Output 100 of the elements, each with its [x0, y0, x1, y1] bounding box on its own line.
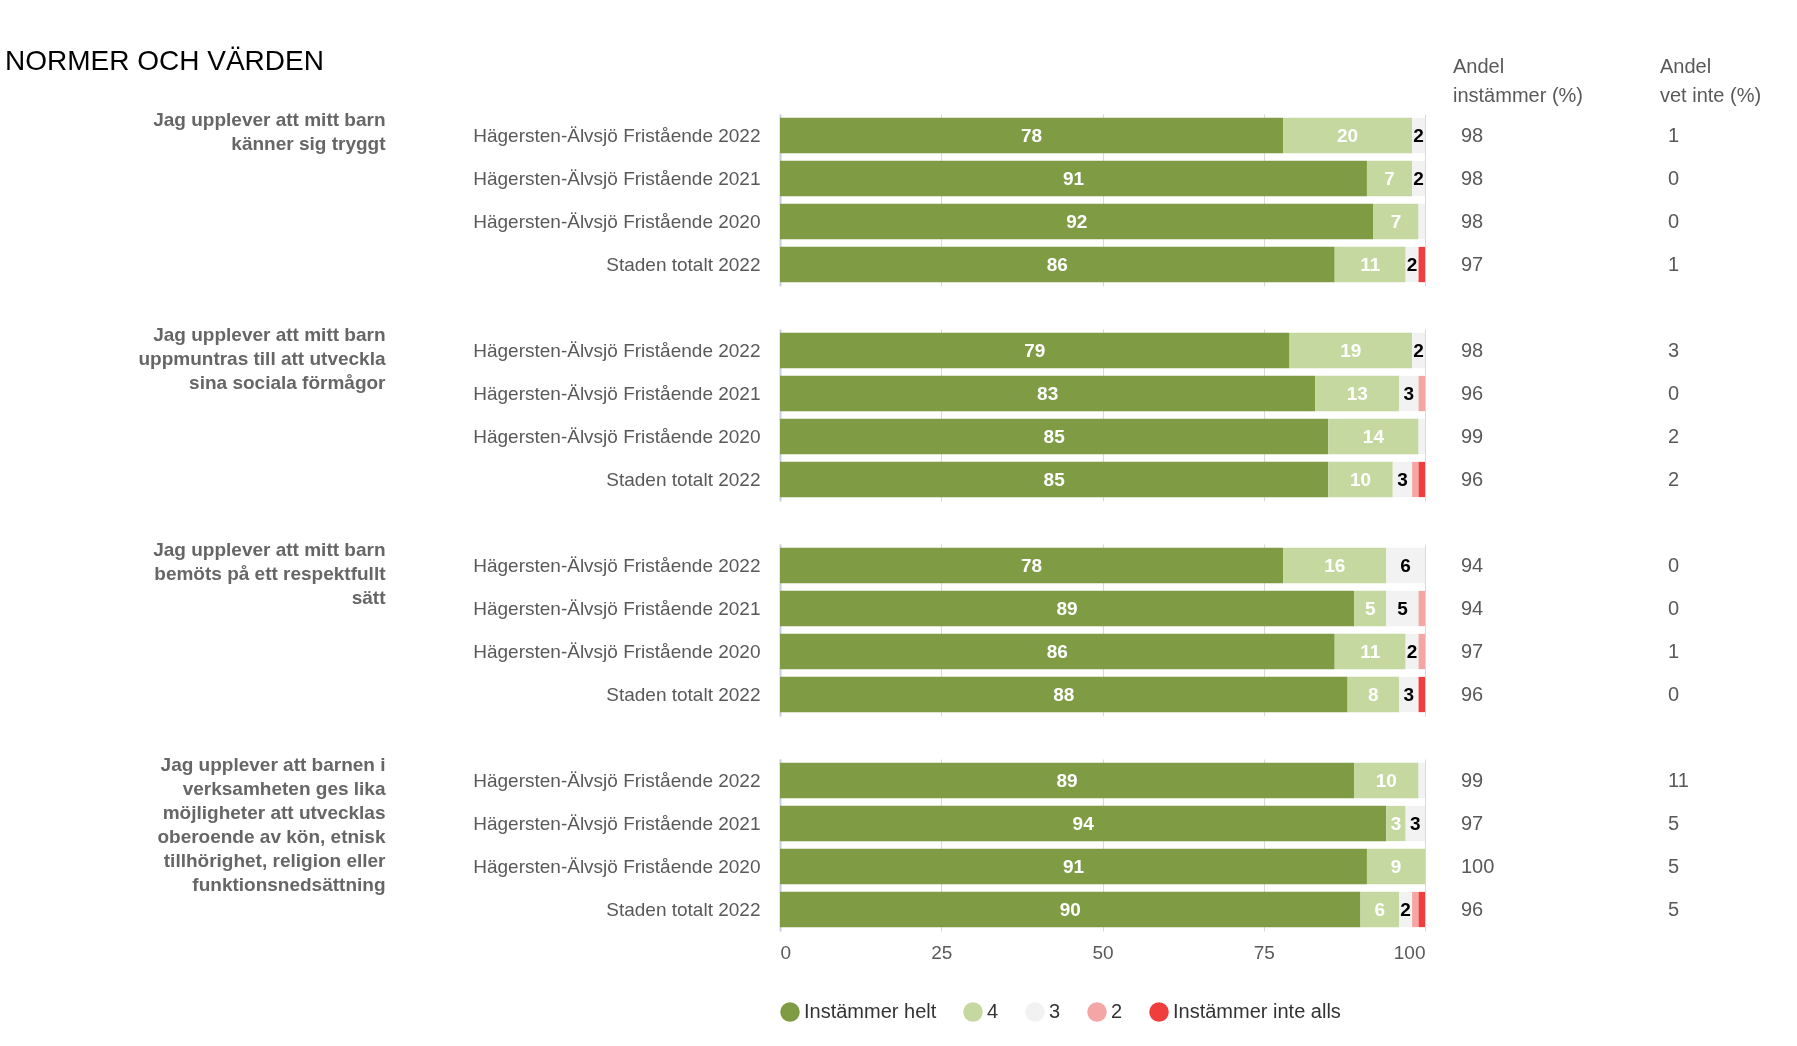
y-tick-label: Hägersten-Älvsjö Fristående 2022: [473, 769, 761, 791]
data-label: 2: [1413, 339, 1424, 361]
y-axis-title: Jag upplever att barnen i verksamheten ges lika möjligheter att utvecklas oberoende av kön, etnisk tillhörighet, religion eller funktionsnedsättning: [157, 753, 387, 895]
text: 2: [1668, 467, 1680, 490]
y-tick-label: Hägersten-Älvsjö Fristående 2021: [473, 167, 761, 189]
text: 5: [1668, 897, 1680, 920]
data-label: 9: [1390, 855, 1402, 877]
text: 98: [1461, 338, 1484, 361]
data-label: 92: [1066, 210, 1088, 232]
bar: [780, 117, 1284, 154]
text: 98: [1461, 166, 1484, 189]
data-label: 7: [1384, 167, 1395, 189]
bar: [1418, 633, 1425, 670]
data-label: 94: [1072, 812, 1095, 834]
text: 1: [1668, 252, 1680, 275]
data-label: 3: [1397, 468, 1408, 490]
data-label: 78: [1020, 124, 1043, 146]
bar: [780, 633, 1335, 670]
data-label: 20: [1337, 124, 1359, 146]
text: 97: [1461, 252, 1484, 275]
text: 98: [1461, 123, 1484, 146]
x-tick-label: 0: [780, 941, 792, 963]
bar: [1418, 203, 1425, 240]
data-label: 2: [1413, 124, 1424, 146]
text: 3: [1668, 338, 1680, 361]
bar: [1366, 160, 1413, 197]
text: 0: [1668, 553, 1680, 576]
data-label: 3: [1403, 382, 1415, 404]
bar: [780, 590, 1355, 627]
y-tick-label: Hägersten-Älvsjö Fristående 2022: [473, 554, 761, 576]
bar: [1418, 375, 1425, 412]
bar: [1418, 590, 1425, 627]
text: 97: [1461, 811, 1484, 834]
text: NORMER OCH VÄRDEN: [5, 45, 324, 76]
bar: [780, 203, 1374, 240]
bar: [1418, 418, 1425, 455]
bar: [1418, 246, 1425, 283]
legend-label: 2: [1111, 1000, 1123, 1022]
data-label: 13: [1346, 382, 1368, 404]
text: 11: [1668, 768, 1689, 791]
data-label: 89: [1056, 769, 1078, 791]
data-label: 2: [1413, 167, 1424, 189]
bar: [1283, 117, 1413, 154]
text: 96: [1461, 467, 1484, 490]
bar: [1334, 246, 1406, 283]
data-label: 5: [1364, 597, 1376, 619]
text: 5: [1668, 854, 1680, 877]
text: 2: [1668, 424, 1680, 447]
data-label: 11: [1360, 640, 1381, 662]
text: Andel vet inte (%): [1660, 55, 1762, 106]
data-label: 8: [1368, 683, 1379, 705]
data-label: 10: [1349, 468, 1372, 490]
data-label: 10: [1375, 769, 1397, 791]
text: 94: [1461, 596, 1484, 619]
data-label: 78: [1020, 554, 1043, 576]
y-tick-label: Staden totalt 2022: [606, 898, 761, 920]
text: 99: [1461, 768, 1484, 791]
data-label: 88: [1053, 683, 1075, 705]
data-label: 83: [1037, 382, 1059, 404]
data-label: 3: [1410, 812, 1421, 834]
legend-label: Instämmer helt: [804, 1000, 937, 1022]
bar: [780, 246, 1335, 283]
data-label: 90: [1059, 898, 1081, 920]
data-label: 2: [1406, 253, 1418, 275]
text: 1: [1668, 639, 1680, 662]
bar: [1283, 547, 1387, 584]
x-tick-label: 100: [1393, 941, 1426, 963]
text: 97: [1461, 639, 1484, 662]
bar: [1315, 375, 1400, 412]
data-label: 7: [1390, 210, 1402, 232]
bar: [780, 547, 1284, 584]
bar: [1412, 461, 1419, 498]
y-tick-label: Staden totalt 2022: [606, 253, 761, 275]
text: Andel instämmer (%): [1453, 55, 1584, 106]
data-label: 91: [1062, 855, 1085, 877]
y-tick-label: Hägersten-Älvsjö Fristående 2021: [473, 597, 761, 619]
legend-label: Instämmer inte alls: [1173, 1000, 1341, 1022]
y-tick-label: Hägersten-Älvsjö Fristående 2022: [473, 339, 761, 361]
x-tick-label: 50: [1092, 941, 1114, 963]
data-label: 85: [1043, 425, 1066, 447]
data-label: 19: [1340, 339, 1362, 361]
text: 5: [1668, 811, 1680, 834]
data-label: 91: [1062, 167, 1085, 189]
data-label: 14: [1362, 425, 1385, 447]
bar: [1386, 590, 1419, 627]
bar: [780, 461, 1329, 498]
y-tick-label: Hägersten-Älvsjö Fristående 2020: [473, 210, 761, 232]
data-label: 86: [1046, 253, 1068, 275]
legend-label: 4: [987, 1000, 999, 1022]
text: 96: [1461, 897, 1484, 920]
bar: [780, 676, 1348, 713]
data-label: 6: [1374, 898, 1386, 920]
data-label: 89: [1056, 597, 1078, 619]
text: 96: [1461, 381, 1484, 404]
y-axis-title: Jag upplever att mitt barn känner sig tryggt: [153, 108, 387, 154]
y-axis-title: Jag upplever att mitt barn uppmuntras till att utveckla sina sociala förmågor: [138, 323, 387, 393]
bar: [1328, 418, 1419, 455]
text: 0: [1668, 596, 1680, 619]
data-label: 2: [1400, 898, 1411, 920]
y-tick-label: Hägersten-Älvsjö Fristående 2021: [473, 812, 761, 834]
